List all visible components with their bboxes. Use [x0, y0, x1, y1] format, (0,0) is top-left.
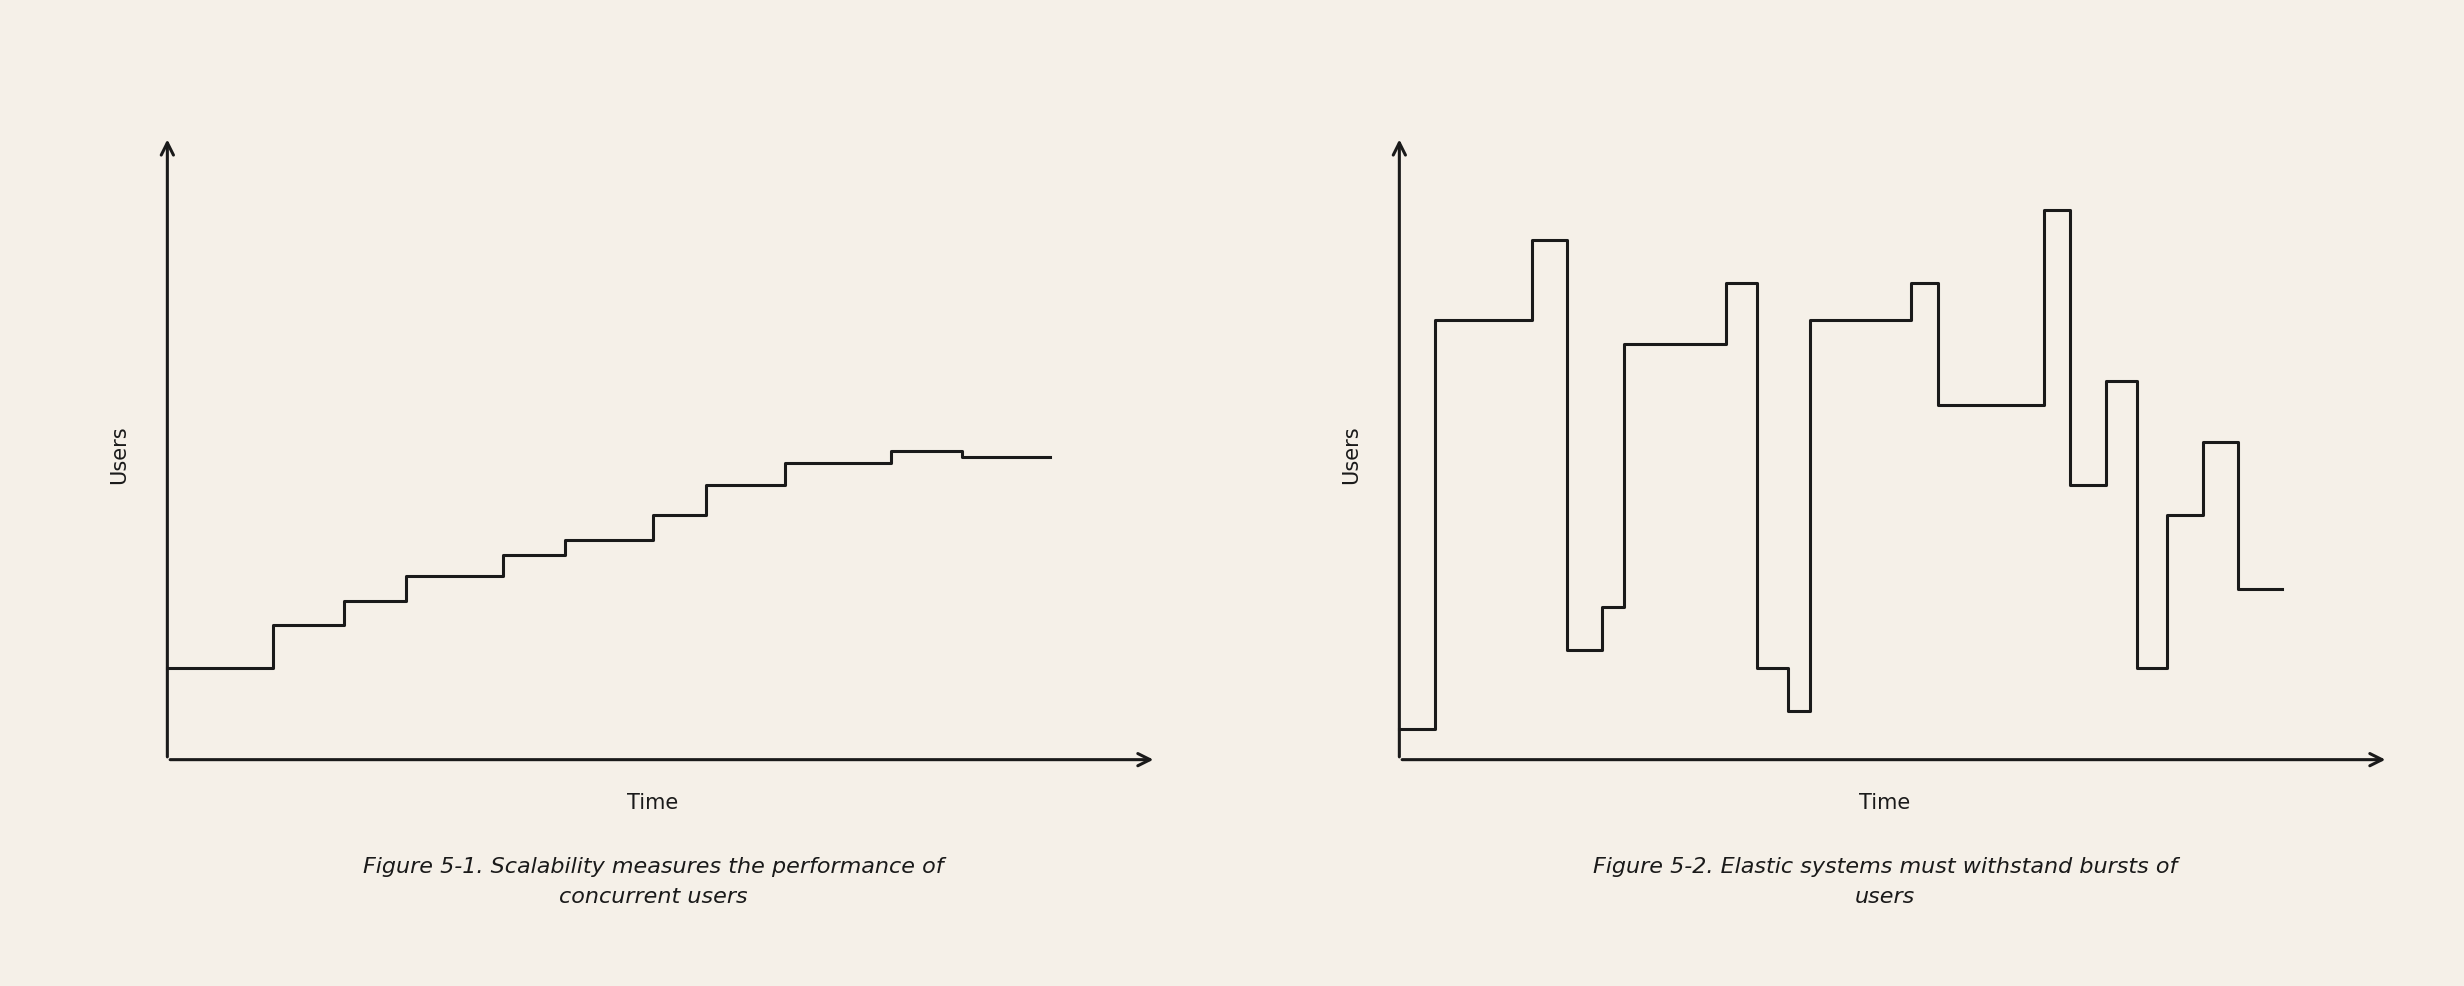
Text: Time: Time — [628, 794, 678, 813]
Text: Users: Users — [1340, 425, 1360, 483]
Text: Figure 5-2. Elastic systems must withstand bursts of
users: Figure 5-2. Elastic systems must withsta… — [1592, 858, 2178, 907]
Text: Figure 5-1. Scalability measures the performance of
concurrent users: Figure 5-1. Scalability measures the per… — [362, 858, 944, 907]
Text: Time: Time — [1860, 794, 1910, 813]
Text: Users: Users — [108, 425, 128, 483]
